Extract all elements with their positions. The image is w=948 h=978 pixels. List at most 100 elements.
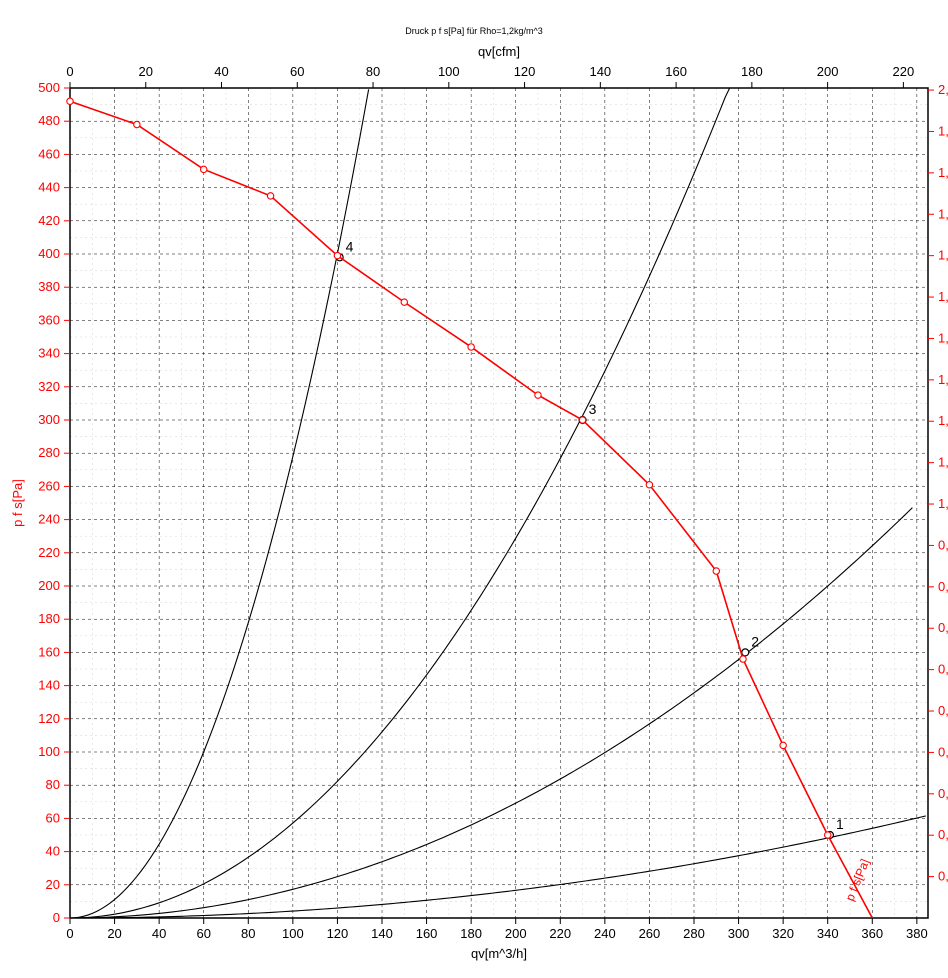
left-tick-label: 140 bbox=[38, 678, 60, 693]
chart-title: Druck p f s[Pa] für Rho=1,2kg/m^3 bbox=[405, 26, 543, 36]
right-tick-label: 0,2 bbox=[938, 827, 948, 842]
bottom-tick-label: 0 bbox=[66, 926, 73, 941]
right-tick-label: 1,8 bbox=[938, 165, 948, 180]
left-tick-label: 460 bbox=[38, 146, 60, 161]
fan-curve-marker bbox=[134, 121, 140, 127]
left-tick-label: 340 bbox=[38, 346, 60, 361]
fan-curve-marker bbox=[713, 568, 719, 574]
fan-curve-marker bbox=[401, 299, 407, 305]
bottom-tick-label: 100 bbox=[282, 926, 304, 941]
right-tick-label: 0,1 bbox=[938, 869, 948, 884]
left-tick-label: 160 bbox=[38, 644, 60, 659]
top-tick-label: 100 bbox=[438, 64, 460, 79]
operating-point-marker bbox=[742, 649, 749, 656]
left-tick-label: 100 bbox=[38, 744, 60, 759]
bottom-tick-label: 60 bbox=[196, 926, 210, 941]
fan-curve-marker bbox=[740, 656, 746, 662]
top-tick-label: 20 bbox=[139, 64, 153, 79]
top-tick-label: 40 bbox=[214, 64, 228, 79]
bottom-tick-label: 360 bbox=[861, 926, 883, 941]
top-tick-label: 140 bbox=[589, 64, 611, 79]
right-tick-label: 0,5 bbox=[938, 703, 948, 718]
fan-curve-marker bbox=[468, 344, 474, 350]
bottom-tick-label: 20 bbox=[107, 926, 121, 941]
top-tick-label: 200 bbox=[817, 64, 839, 79]
bottom-tick-label: 280 bbox=[683, 926, 705, 941]
fan-curve-marker bbox=[334, 252, 340, 258]
left-tick-label: 280 bbox=[38, 445, 60, 460]
right-tick-label: 0,4 bbox=[938, 744, 948, 759]
bottom-tick-label: 140 bbox=[371, 926, 393, 941]
left-tick-label: 200 bbox=[38, 578, 60, 593]
fan-curve-marker bbox=[535, 392, 541, 398]
right-tick-label: 2,0 bbox=[938, 82, 948, 97]
top-tick-label: 60 bbox=[290, 64, 304, 79]
bottom-tick-label: 340 bbox=[817, 926, 839, 941]
right-tick-label: 1,1 bbox=[938, 455, 948, 470]
fan-pressure-chart: 0204060801001201401601802002202402602803… bbox=[0, 0, 948, 978]
right-tick-label: 0,6 bbox=[938, 662, 948, 677]
left-tick-label: 300 bbox=[38, 412, 60, 427]
left-tick-label: 220 bbox=[38, 545, 60, 560]
left-axis-label: p f s[Pa] bbox=[10, 479, 25, 527]
bottom-tick-label: 120 bbox=[327, 926, 349, 941]
bottom-tick-label: 40 bbox=[152, 926, 166, 941]
bottom-tick-label: 200 bbox=[505, 926, 527, 941]
right-tick-label: 1,7 bbox=[938, 206, 948, 221]
top-tick-label: 180 bbox=[741, 64, 763, 79]
left-tick-label: 20 bbox=[46, 877, 60, 892]
left-tick-label: 60 bbox=[46, 810, 60, 825]
fan-curve-marker bbox=[780, 742, 786, 748]
left-tick-label: 360 bbox=[38, 312, 60, 327]
bottom-tick-label: 260 bbox=[639, 926, 661, 941]
operating-point-label: 3 bbox=[589, 401, 597, 417]
top-tick-label: 0 bbox=[66, 64, 73, 79]
right-tick-label: 0,8 bbox=[938, 579, 948, 594]
left-tick-label: 240 bbox=[38, 512, 60, 527]
bottom-tick-label: 80 bbox=[241, 926, 255, 941]
bottom-tick-label: 380 bbox=[906, 926, 928, 941]
left-tick-label: 420 bbox=[38, 213, 60, 228]
right-tick-label: 1,4 bbox=[938, 330, 948, 345]
left-tick-label: 0 bbox=[53, 910, 60, 925]
right-tick-label: 1,5 bbox=[938, 289, 948, 304]
bottom-tick-label: 220 bbox=[549, 926, 571, 941]
left-tick-label: 500 bbox=[38, 80, 60, 95]
fan-curve-marker bbox=[267, 193, 273, 199]
left-tick-label: 480 bbox=[38, 113, 60, 128]
fan-curve-marker bbox=[579, 417, 585, 423]
operating-point-label: 2 bbox=[751, 633, 759, 649]
right-tick-label: 0,3 bbox=[938, 786, 948, 801]
bottom-axis-label: qv[m^3/h] bbox=[471, 946, 527, 961]
bottom-tick-label: 180 bbox=[460, 926, 482, 941]
left-tick-label: 320 bbox=[38, 379, 60, 394]
right-tick-label: 0,7 bbox=[938, 620, 948, 635]
fan-curve-marker bbox=[825, 832, 831, 838]
left-tick-label: 120 bbox=[38, 711, 60, 726]
left-tick-label: 180 bbox=[38, 611, 60, 626]
left-tick-label: 400 bbox=[38, 246, 60, 261]
fan-curve-marker bbox=[646, 482, 652, 488]
top-axis-label: qv[cfm] bbox=[478, 44, 520, 59]
operating-point-label: 4 bbox=[346, 238, 354, 254]
right-tick-label: 0,9 bbox=[938, 537, 948, 552]
top-tick-label: 220 bbox=[893, 64, 915, 79]
top-tick-label: 120 bbox=[514, 64, 536, 79]
right-tick-label: 1,0 bbox=[938, 496, 948, 511]
top-tick-label: 80 bbox=[366, 64, 380, 79]
left-tick-label: 80 bbox=[46, 777, 60, 792]
left-tick-label: 380 bbox=[38, 279, 60, 294]
bottom-tick-label: 160 bbox=[416, 926, 438, 941]
right-tick-label: 1,2 bbox=[938, 413, 948, 428]
fan-curve-marker bbox=[201, 166, 207, 172]
left-tick-label: 440 bbox=[38, 180, 60, 195]
left-tick-label: 40 bbox=[46, 844, 60, 859]
left-tick-label: 260 bbox=[38, 478, 60, 493]
fan-curve-marker bbox=[67, 98, 73, 104]
bottom-tick-label: 320 bbox=[772, 926, 794, 941]
top-tick-label: 160 bbox=[665, 64, 687, 79]
bottom-tick-label: 300 bbox=[728, 926, 750, 941]
right-tick-label: 1,3 bbox=[938, 372, 948, 387]
operating-point-label: 1 bbox=[836, 816, 844, 832]
bottom-tick-label: 240 bbox=[594, 926, 616, 941]
